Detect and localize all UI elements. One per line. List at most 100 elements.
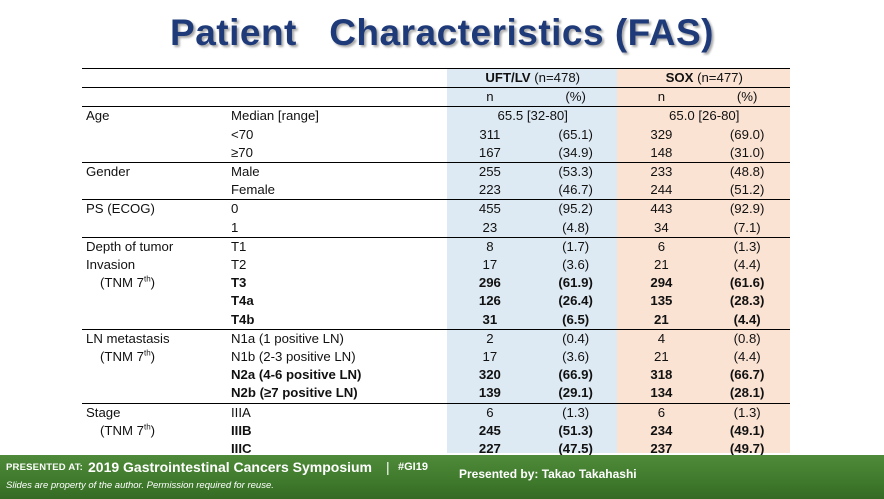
sox-n-value: 6 bbox=[618, 236, 705, 257]
category-label bbox=[82, 366, 231, 384]
subcategory-label: 0 bbox=[231, 199, 447, 219]
table-row: T4a 126 (26.4) 135 (28.3) bbox=[82, 292, 790, 310]
subcategory-label: N2a (4-6 positive LN) bbox=[231, 367, 362, 383]
tnm-close: ) bbox=[150, 349, 156, 365]
category-label bbox=[82, 126, 231, 144]
sox-pct-value: (31.0) bbox=[729, 144, 765, 160]
sox-pct-header: (%) bbox=[736, 89, 758, 105]
sox-pct-value: (1.3) bbox=[704, 402, 790, 422]
sox-pct-value: (48.8) bbox=[704, 162, 790, 182]
uft-n-value: 2 bbox=[447, 328, 533, 349]
sox-n-value: 21 bbox=[654, 257, 669, 273]
uft-n-value: 255 bbox=[447, 162, 533, 182]
uft-median-range: 65.5 [32-80] bbox=[447, 106, 619, 126]
category-label: (TNM 7th) bbox=[82, 274, 231, 292]
header-row-columns: n (%) n (%) bbox=[82, 88, 790, 107]
slide-title: Patient Characteristics (FAS) bbox=[170, 12, 714, 53]
uft-arm-header: UFT/LV (n=478) bbox=[447, 67, 619, 89]
subcategory-label: Female bbox=[231, 182, 275, 198]
sox-n-value: 244 bbox=[650, 182, 673, 198]
subcategory-label: Male bbox=[231, 162, 447, 182]
sox-pct-value: (4.4) bbox=[733, 349, 761, 365]
sox-median-range: 65.0 [26-80] bbox=[618, 106, 790, 126]
subcategory-label: ≥70 bbox=[231, 144, 253, 160]
table-row: (TNM 7th) T3 296 (61.9) 294 (61.6) bbox=[82, 274, 790, 292]
uft-pct-value: (66.9) bbox=[558, 367, 593, 383]
tnm-superscript: th bbox=[143, 422, 151, 432]
tnm-superscript: th bbox=[143, 348, 151, 358]
tnm-close: ) bbox=[150, 422, 156, 438]
uft-pct-value: (29.1) bbox=[558, 385, 593, 401]
uft-n-value: 311 bbox=[479, 126, 501, 142]
table-row: N2b (≥7 positive LN) 139 (29.1) 134 (28.1) bbox=[82, 384, 790, 403]
uft-n-value: 31 bbox=[482, 311, 498, 327]
category-label: Depth of tumor bbox=[82, 236, 231, 257]
sox-n-value: 318 bbox=[650, 367, 673, 383]
uft-pct-value: (46.7) bbox=[558, 182, 593, 198]
permission-note: Slides are property of the author. Permi… bbox=[6, 480, 274, 491]
uft-n-value: 8 bbox=[447, 236, 533, 257]
sox-n-value: 234 bbox=[650, 422, 673, 438]
sox-pct-value: (0.8) bbox=[704, 328, 790, 349]
table-row: PS (ECOG) 0 455 (95.2) 443 (92.9) bbox=[82, 199, 790, 219]
uft-n-value: 296 bbox=[478, 275, 501, 291]
subcategory-label: T2 bbox=[231, 257, 247, 273]
uft-n-value: 245 bbox=[478, 422, 501, 438]
category-label: (TNM 7th) bbox=[82, 422, 231, 440]
uft-pct-value: (0.4) bbox=[532, 328, 619, 349]
uft-n-value: 126 bbox=[478, 293, 501, 309]
sox-pct-value: (1.3) bbox=[704, 236, 790, 257]
uft-n-value: 23 bbox=[482, 219, 498, 235]
uft-pct-value: (53.3) bbox=[532, 162, 619, 182]
sox-pct-value: (4.4) bbox=[733, 311, 761, 327]
tnm-label: (TNM 7 bbox=[100, 349, 144, 365]
table-row: 1 23 (4.8) 34 (7.1) bbox=[82, 219, 790, 238]
subcategory-label: IIIA bbox=[231, 402, 447, 422]
conference-hashtag: #GI19 bbox=[398, 461, 428, 473]
sox-n-value: 294 bbox=[650, 275, 673, 291]
category-label: PS (ECOG) bbox=[82, 199, 231, 219]
subcategory-label: N1b (2-3 positive LN) bbox=[231, 349, 356, 365]
footer-bar: PRESENTED AT: 2019 Gastrointestinal Canc… bbox=[0, 455, 884, 499]
sox-n-value: 329 bbox=[650, 126, 673, 142]
table-row: Gender Male 255 (53.3) 233 (48.8) bbox=[82, 162, 790, 182]
uft-pct-value: (61.9) bbox=[558, 275, 593, 291]
table-row: LN metastasis N1a (1 positive LN) 2 (0.4) 4(… bbox=[82, 328, 790, 349]
category-label: Gender bbox=[82, 162, 231, 182]
uft-pct-value: (34.9) bbox=[558, 144, 593, 160]
sox-n-value: 135 bbox=[650, 293, 673, 309]
table-row: T4b 31 (6.5) 21 (4.4) bbox=[82, 311, 790, 330]
uft-pct-header: (%) bbox=[565, 89, 586, 105]
uft-n-value: 17 bbox=[482, 349, 498, 365]
category-label bbox=[82, 384, 231, 403]
table-row: (TNM 7th) IIIB 245 (51.3) 234 (49.1) bbox=[82, 422, 790, 440]
sox-n-value: 233 bbox=[618, 162, 705, 182]
uft-pct-value: (65.1) bbox=[558, 126, 593, 142]
sox-pct-value: (51.2) bbox=[729, 182, 765, 198]
table-row: N2a (4-6 positive LN) 320 (66.9) 318 (66.7) bbox=[82, 366, 790, 384]
table-row: Invasion T2 17 (3.6) 21 (4.4) bbox=[82, 256, 790, 274]
table-row: Depth of tumor T1 8 (1.7) 6 (1.3) bbox=[82, 236, 790, 257]
sox-n-value: 148 bbox=[650, 144, 673, 160]
table-row: Age Median [range] 65.5 [32-80] 65.0 [26-80… bbox=[82, 106, 790, 126]
sox-column-background bbox=[617, 68, 790, 453]
tnm-close: ) bbox=[150, 275, 156, 291]
category-label: LN metastasis bbox=[82, 328, 231, 349]
table-row: Stage IIIA 6 (1.3) 6 (1.3) bbox=[82, 402, 790, 422]
sox-n-value: 21 bbox=[654, 349, 669, 365]
subcategory-label: Median [range] bbox=[231, 106, 447, 126]
uft-pct-value: (1.3) bbox=[532, 402, 619, 422]
sox-n-value: 6 bbox=[618, 402, 705, 422]
sox-n-value: 443 bbox=[618, 199, 705, 219]
sox-pct-value: (7.1) bbox=[733, 219, 761, 235]
sox-n-value: 134 bbox=[650, 385, 673, 401]
uft-n-value: 139 bbox=[478, 385, 501, 401]
sox-n-header: n bbox=[657, 89, 666, 105]
uft-n-value: 320 bbox=[478, 367, 501, 383]
table-row: <70 311 (65.1) 329 (69.0) bbox=[82, 126, 790, 144]
subcategory-label: T4a bbox=[231, 293, 254, 309]
sox-pct-value: (61.6) bbox=[729, 275, 765, 291]
uft-pct-value: (4.8) bbox=[562, 219, 590, 235]
uft-pct-value: (3.6) bbox=[562, 349, 590, 365]
category-label bbox=[82, 311, 231, 330]
